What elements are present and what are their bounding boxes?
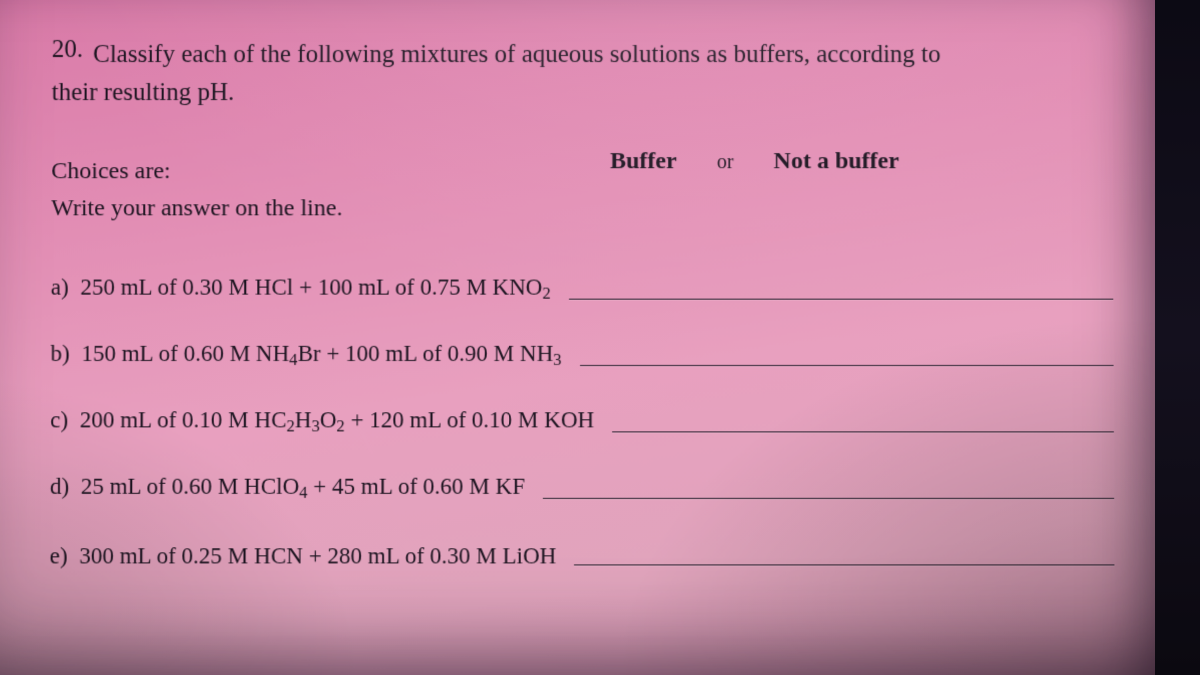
item-c-letter: c) (50, 408, 68, 433)
choices-instruction: Write your answer on the line. (51, 190, 1113, 227)
item-b-label: b) 150 mL of 0.60 M NH4Br + 100 mL of 0.… (50, 341, 579, 370)
item-c-text: 200 mL of 0.10 M HC2H3O2 + 120 mL of 0.1… (80, 408, 595, 433)
item-c: c) 200 mL of 0.10 M HC2H3O2 + 120 mL of … (50, 401, 1114, 437)
option-separator: or (717, 151, 734, 173)
item-e-letter: e) (50, 544, 68, 569)
item-b-letter: b) (50, 341, 69, 366)
question-block: 20. Classify each of the following mixtu… (49, 36, 1114, 600)
answer-line-a[interactable] (569, 299, 1114, 300)
item-a-text: 250 mL of 0.30 M HCl + 100 mL of 0.75 M … (80, 275, 550, 300)
item-a-letter: a) (51, 275, 69, 300)
item-d: d) 25 mL of 0.60 M HClO4 + 45 mL of 0.60… (50, 467, 1114, 503)
item-d-text: 25 mL of 0.60 M HClO4 + 45 mL of 0.60 M … (81, 474, 525, 499)
option-not-a-buffer: Not a buffer (774, 148, 900, 174)
item-a-label: a) 250 mL of 0.30 M HCl + 100 mL of 0.75… (51, 275, 569, 304)
question-header: 20. Classify each of the following mixtu… (52, 36, 1113, 111)
item-b-text: 150 mL of 0.60 M NH4Br + 100 mL of 0.90 … (81, 341, 561, 366)
answer-options: Buffer or Not a buffer (610, 148, 1091, 175)
item-a: a) 250 mL of 0.30 M HCl + 100 mL of 0.75… (51, 268, 1114, 304)
worksheet-page: 20. Classify each of the following mixtu… (0, 0, 1158, 675)
item-e: e) 300 mL of 0.25 M HCN + 280 mL of 0.30… (50, 534, 1115, 570)
answer-line-c[interactable] (612, 432, 1114, 433)
option-buffer: Buffer (610, 148, 677, 174)
question-prompt-line1: Classify each of the following mixtures … (93, 41, 941, 68)
answer-line-d[interactable] (543, 498, 1114, 499)
screen-bezel-right (1155, 0, 1200, 675)
item-d-label: d) 25 mL of 0.60 M HClO4 + 45 mL of 0.60… (50, 474, 543, 503)
question-number: 20. (52, 36, 83, 64)
item-d-letter: d) (50, 474, 69, 499)
item-b: b) 150 mL of 0.60 M NH4Br + 100 mL of 0.… (50, 334, 1113, 370)
item-e-label: e) 300 mL of 0.25 M HCN + 280 mL of 0.30… (50, 544, 575, 570)
question-prompt-line2: their resulting pH. (52, 79, 235, 106)
items-list: a) 250 mL of 0.30 M HCl + 100 mL of 0.75… (50, 268, 1115, 570)
item-c-label: c) 200 mL of 0.10 M HC2H3O2 + 120 mL of … (50, 408, 612, 437)
item-e-text: 300 mL of 0.25 M HCN + 280 mL of 0.30 M … (79, 544, 556, 569)
answer-line-b[interactable] (580, 365, 1114, 366)
photo-frame: 20. Classify each of the following mixtu… (0, 0, 1200, 675)
answer-line-e[interactable] (574, 565, 1114, 566)
